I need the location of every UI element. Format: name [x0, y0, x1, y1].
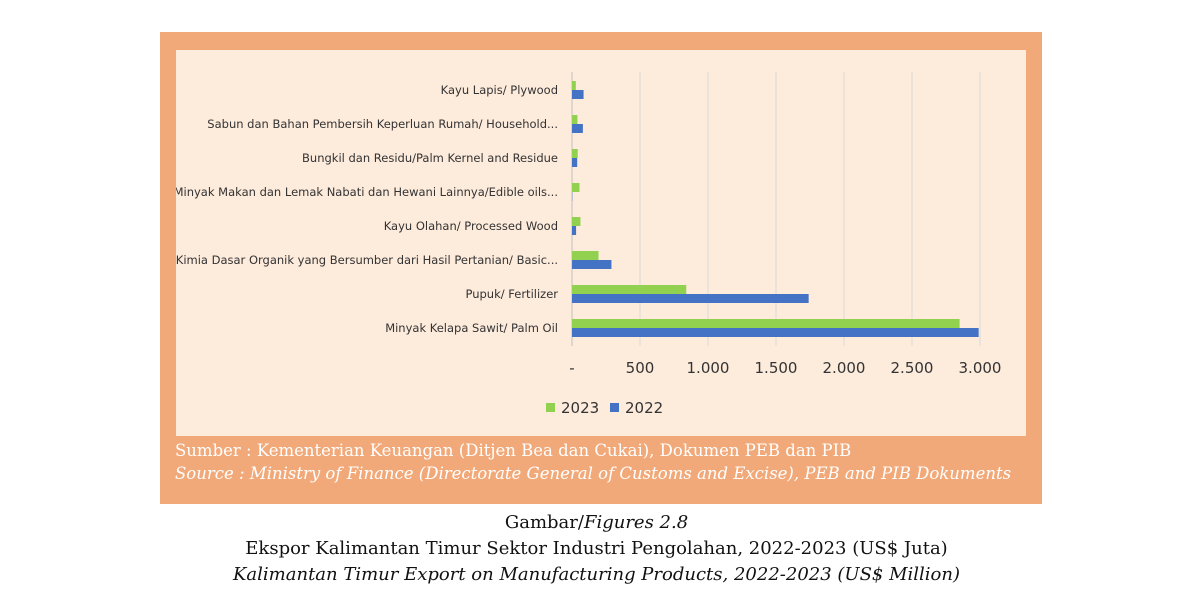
category-label: Minyak Kelapa Sawit/ Palm Oil	[385, 321, 558, 335]
bar-chart: Kayu Lapis/ Plywood Sabun dan Bahan Pembe…	[176, 72, 1002, 417]
figure-label: Figures 2.8	[583, 512, 689, 533]
bar-2023-5	[572, 217, 581, 226]
legend-label-2022: 2022	[625, 399, 663, 417]
x-tick-label: -	[569, 359, 574, 377]
legend-swatch-2022	[610, 403, 619, 412]
figure-prefix: Gambar/	[504, 512, 584, 533]
source-line-en: Source : Ministry of Finance (Directorat…	[175, 464, 1012, 483]
bar-2023-4	[572, 183, 580, 192]
category-label: Minyak Makan dan Lemak Nabati dan Hewani…	[176, 185, 558, 199]
legend-swatch-2023	[546, 403, 555, 412]
category-label: Kayu Olahan/ Processed Wood	[384, 219, 558, 233]
bar-2023-3	[572, 149, 578, 158]
x-tick-label: 500	[626, 359, 655, 377]
figure-title-id: Ekspor Kalimantan Timur Sektor Industri …	[245, 538, 948, 559]
x-tick-label: 1.500	[755, 359, 798, 377]
figure-number: Gambar/Figures 2.8	[0, 512, 1193, 533]
category-label: Kayu Lapis/ Plywood	[441, 83, 558, 97]
bar-2022-2	[572, 124, 583, 133]
bar-2022-3	[572, 158, 578, 167]
x-tick-label: 2.000	[823, 359, 866, 377]
bar-2022-6	[572, 260, 612, 269]
x-tick-label: 1.000	[687, 359, 730, 377]
x-tick-label: 3.000	[959, 359, 1002, 377]
bar-2023-8	[572, 319, 960, 328]
category-label: Bungkil dan Residu/Palm Kernel and Resid…	[302, 151, 558, 165]
bar-2022-8	[572, 328, 979, 337]
bar-2023-6	[572, 251, 599, 260]
source-line-id: Sumber : Kementerian Keuangan (Ditjen Be…	[175, 441, 852, 460]
category-label: Pupuk/ Fertilizer	[465, 287, 558, 301]
bar-2022-7	[572, 294, 809, 303]
legend-label-2023: 2023	[561, 399, 599, 417]
bar-2023-2	[572, 115, 578, 124]
category-label: Sabun dan Bahan Pembersih Keperluan Ruma…	[207, 117, 558, 131]
bar-2023-1	[572, 81, 576, 90]
x-tick-label: 2.500	[891, 359, 934, 377]
chart-panel: Kayu Lapis/ Plywood Sabun dan Bahan Pembe…	[176, 50, 1026, 436]
bar-2023-7	[572, 285, 687, 294]
category-label: Kimia Dasar Organik yang Bersumber dari …	[176, 253, 558, 267]
figure-title-en: Kalimantan Timur Export on Manufacturing…	[232, 564, 960, 585]
bar-2022-1	[572, 90, 584, 99]
bar-2022-5	[572, 226, 577, 235]
